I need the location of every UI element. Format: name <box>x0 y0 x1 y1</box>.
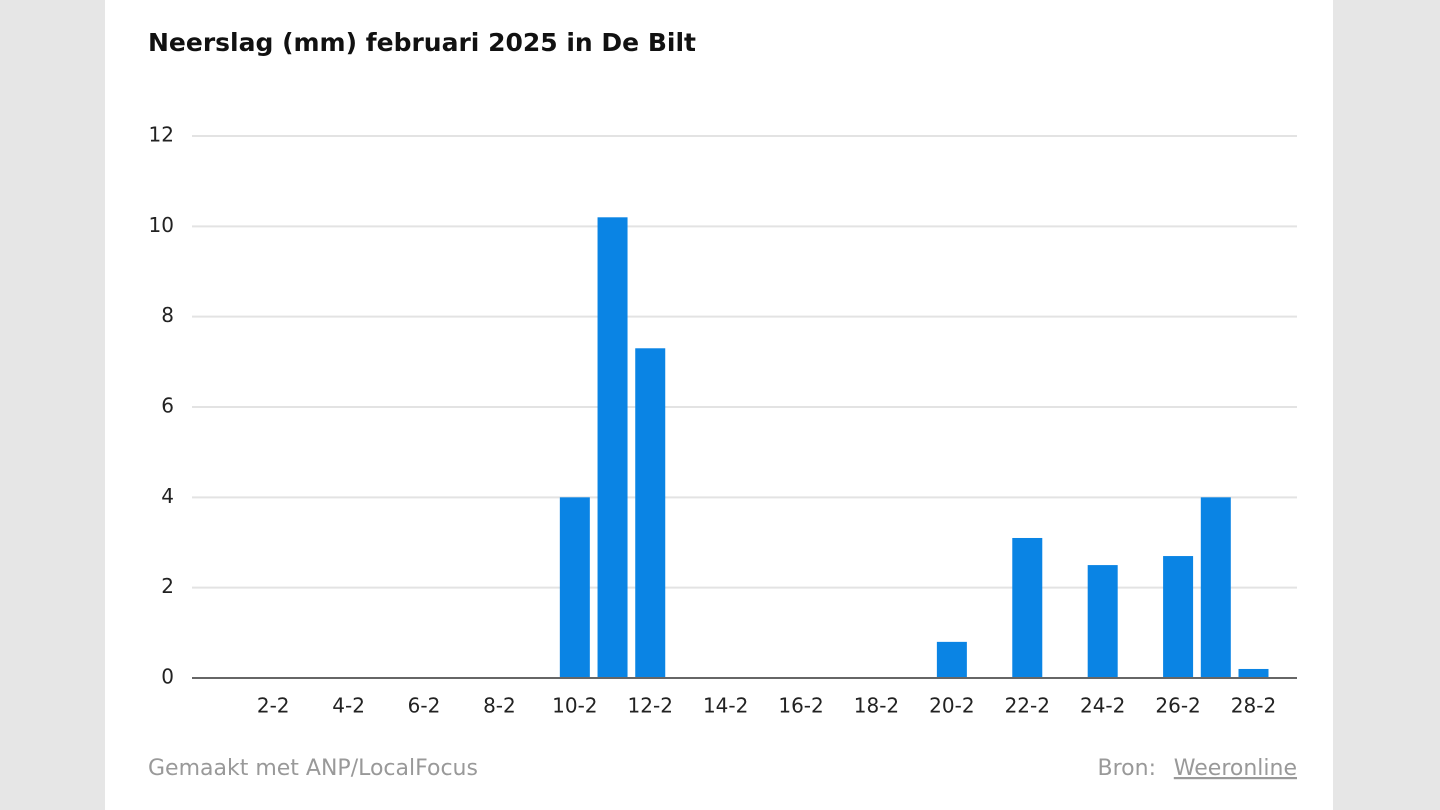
bar <box>1087 565 1118 678</box>
y-tick-label: 10 <box>149 213 174 237</box>
x-tick-label: 2-2 <box>257 694 290 718</box>
source-label: Bron: <box>1098 756 1156 781</box>
y-tick-label: 2 <box>161 574 174 598</box>
y-tick-label: 12 <box>149 123 174 147</box>
x-tick-label: 8-2 <box>483 694 516 718</box>
bar <box>1163 556 1194 678</box>
x-tick-label: 4-2 <box>332 694 365 718</box>
x-tick-label: 14-2 <box>703 694 748 718</box>
x-tick-label: 12-2 <box>628 694 673 718</box>
x-tick-label: 26-2 <box>1155 694 1200 718</box>
x-tick-label: 6-2 <box>408 694 441 718</box>
bar <box>1012 537 1043 678</box>
y-tick-label: 0 <box>161 665 174 689</box>
bar <box>936 641 967 678</box>
bar <box>1200 497 1231 678</box>
x-tick-label: 22-2 <box>1005 694 1050 718</box>
x-tick-label: 16-2 <box>778 694 823 718</box>
y-tick-label: 4 <box>161 484 174 508</box>
card <box>105 0 1333 810</box>
source-link[interactable]: Weeronline <box>1174 756 1297 781</box>
x-tick-label: 28-2 <box>1231 694 1276 718</box>
x-tick-label: 24-2 <box>1080 694 1125 718</box>
bar <box>635 348 666 678</box>
x-tick-label: 20-2 <box>929 694 974 718</box>
bar <box>597 217 628 679</box>
bar <box>1238 668 1269 678</box>
x-tick-label: 18-2 <box>854 694 899 718</box>
y-tick-label: 6 <box>161 394 174 418</box>
x-tick-label: 10-2 <box>552 694 597 718</box>
bar <box>559 497 590 678</box>
chart-title: Neerslag (mm) februari 2025 in De Bilt <box>148 28 696 57</box>
y-tick-label: 8 <box>161 303 174 327</box>
credit: Gemaakt met ANP/LocalFocus <box>148 756 478 781</box>
